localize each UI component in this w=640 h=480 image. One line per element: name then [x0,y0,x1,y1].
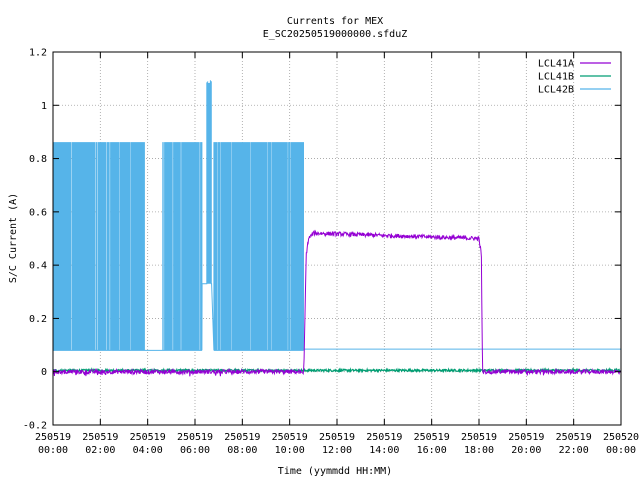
y-tick-label: 0.2 [29,314,47,325]
x-tick-time: 02:00 [85,445,115,456]
x-tick-date: 250519 [414,432,450,443]
y-tick-label: 0.6 [29,207,47,218]
legend-label: LCL42B [538,85,574,96]
y-tick-label: 0 [41,367,47,378]
x-tick-date: 250519 [35,432,71,443]
x-tick-date: 250519 [82,432,118,443]
chart-subtitle: E_SC20250519000000.sfduZ [263,29,408,40]
x-tick-time: 04:00 [133,445,163,456]
x-tick-date: 250519 [272,432,308,443]
x-tick-time: 14:00 [369,445,399,456]
x-tick-date: 250520 [603,432,639,443]
x-tick-time: 18:00 [464,445,494,456]
x-tick-time: 06:00 [180,445,210,456]
series-layer [52,80,622,377]
x-axis: 250519 00:00 250519 02:00 250519 04:00 250519 0… [35,52,639,456]
y-tick-label: 0.4 [29,261,47,272]
legend-label: LCL41A [538,59,574,70]
y-tick-label: 1 [41,101,47,112]
legend: LCL41A LCL41B LCL42B [538,59,611,96]
series-line-lcl42b [52,80,621,351]
x-tick-time: 00:00 [606,445,636,456]
legend-label: LCL41B [538,72,574,83]
x-tick-date: 250519 [508,432,544,443]
x-tick-time: 10:00 [275,445,305,456]
x-tick-date: 250519 [556,432,592,443]
y-axis: -0.2 0 0.2 0.4 0.6 0.8 1 1.2 [23,48,621,432]
y-tick-label: 0.8 [29,154,47,165]
x-tick-date: 250519 [366,432,402,443]
y-axis-label: S/C Current (A) [8,193,19,283]
x-tick-date: 250519 [461,432,497,443]
x-tick-time: 12:00 [322,445,352,456]
series-line-lcl41a [52,229,622,377]
x-tick-time: 08:00 [227,445,257,456]
x-tick-time: 16:00 [417,445,447,456]
x-tick-date: 250519 [130,432,166,443]
x-tick-date: 250519 [177,432,213,443]
x-tick-date: 250519 [224,432,260,443]
chart-title: Currents for MEX [287,16,383,27]
y-tick-label: 1.2 [29,48,47,59]
x-tick-date: 250519 [319,432,355,443]
y-tick-label: -0.2 [23,421,47,432]
x-axis-label: Time (yymmdd HH:MM) [278,466,392,477]
x-tick-time: 20:00 [511,445,541,456]
x-tick-time: 00:00 [38,445,68,456]
x-tick-time: 22:00 [559,445,589,456]
